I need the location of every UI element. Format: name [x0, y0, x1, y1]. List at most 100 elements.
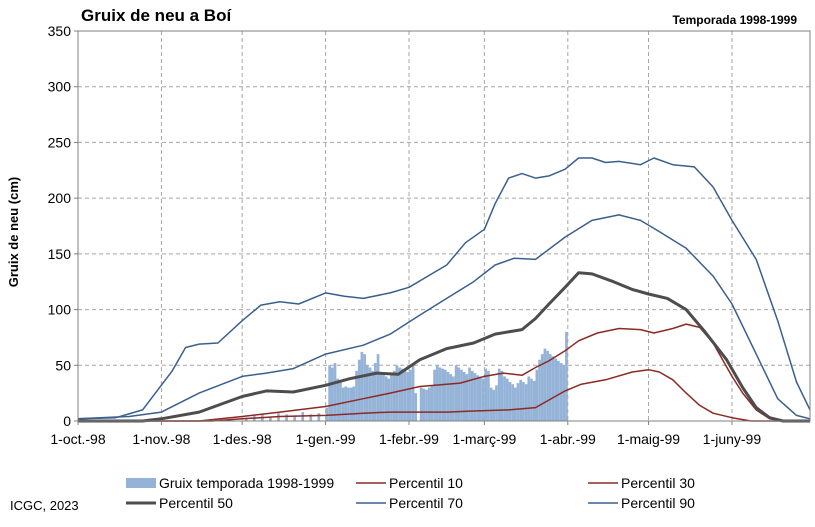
- chart-subtitle: Temporada 1998-1999: [672, 13, 797, 27]
- snow-depth-bar: [341, 387, 345, 421]
- snow-depth-bar: [527, 376, 531, 421]
- x-tick-label: 1-febr.-99: [379, 431, 439, 447]
- snow-depth-bar: [325, 407, 329, 421]
- legend-label: Gruix temporada 1998-1999: [159, 475, 334, 491]
- snow-depth-bar: [505, 378, 509, 421]
- snow-depth-bar: [454, 365, 458, 421]
- snow-depth-bar: [481, 378, 485, 421]
- snow-depth-bar: [460, 369, 463, 421]
- legend-label: Percentil 90: [621, 495, 695, 511]
- snow-depth-bar: [452, 376, 455, 421]
- snow-depth-bar: [465, 374, 469, 421]
- snow-depth-bar: [524, 384, 528, 421]
- x-tick-label: 1-oct.-98: [50, 431, 105, 447]
- y-tick-label: 250: [48, 134, 72, 150]
- snow-depth-bar: [387, 378, 391, 421]
- snow-depth-bars: [244, 331, 568, 421]
- legend-item: Gruix temporada 1998-1999: [126, 475, 334, 491]
- snow-depth-bar: [441, 368, 444, 421]
- legend-item: Percentil 90: [588, 495, 695, 511]
- snow-depth-bar: [513, 387, 517, 421]
- snow-depth-bar: [376, 354, 380, 421]
- snow-depth-bar: [317, 413, 321, 421]
- snow-depth-bar: [374, 363, 377, 421]
- snow-depth-bar: [309, 414, 313, 421]
- y-tick-label: 0: [63, 413, 71, 429]
- legend-label: Percentil 30: [621, 475, 695, 491]
- snow-depth-bar: [435, 365, 439, 421]
- snow-depth-bar: [352, 386, 356, 421]
- snow-depth-bar: [559, 363, 563, 421]
- credit-text: ICGC, 2023: [10, 498, 79, 513]
- snow-depth-bar: [411, 365, 415, 421]
- snow-depth-bar: [538, 359, 541, 421]
- x-tick-label: 1-des.-98: [213, 431, 272, 447]
- snow-depth-bar: [530, 378, 533, 421]
- snow-depth-bar: [414, 393, 418, 421]
- snow-depth-bar: [557, 360, 560, 421]
- snow-depth-bar: [508, 382, 512, 421]
- y-axis-label: Gruix de neu (cm): [6, 177, 21, 288]
- snow-depth-bar: [371, 370, 375, 421]
- snow-depth-bar: [406, 371, 410, 421]
- snow-depth-bar: [430, 385, 434, 421]
- y-tick-label: 150: [48, 246, 72, 262]
- snow-depth-bar: [425, 389, 428, 421]
- snow-depth-bar: [543, 348, 547, 421]
- snow-depth-bar: [365, 365, 369, 421]
- snow-depth-bar: [422, 388, 426, 421]
- percentile-lines: [77, 157, 811, 423]
- snow-depth-bar: [392, 370, 396, 421]
- legend-label: Percentil 50: [159, 495, 233, 511]
- snow-depth-bar: [532, 380, 536, 421]
- snow-depth-bar: [478, 376, 482, 421]
- snow-depth-bar: [489, 387, 493, 421]
- x-tick-label: 1-maig-99: [617, 431, 680, 447]
- y-tick-label: 300: [48, 79, 72, 95]
- snow-depth-bar: [398, 367, 401, 421]
- snow-depth-bar: [433, 369, 436, 421]
- x-tick-label: 1-gen.-99: [296, 431, 356, 447]
- snow-depth-bar: [355, 370, 358, 421]
- snow-depth-bar: [492, 389, 496, 421]
- snow-depth-bar: [344, 386, 348, 421]
- x-axis-ticks: 1-oct.-98 1-nov.-98 1-des.-98 1-gen.-99 1-fe…: [50, 421, 761, 447]
- snow-depth-bar: [330, 367, 334, 421]
- snow-depth-bar: [551, 356, 555, 421]
- snow-depth-bar: [522, 382, 525, 421]
- snow-depth-bar: [328, 365, 331, 421]
- snow-depth-bar: [535, 369, 539, 421]
- snow-depth-bar: [395, 365, 399, 421]
- snow-depth-bar: [473, 373, 477, 421]
- snow-depth-bar: [484, 368, 488, 421]
- snow-depth-bar: [511, 384, 514, 421]
- snow-depth-bar: [562, 365, 566, 421]
- plot-area-border: [77, 30, 811, 422]
- y-tick-label: 350: [48, 23, 72, 39]
- snow-depth-bar: [548, 354, 552, 421]
- snow-depth-bar: [546, 350, 549, 421]
- chart-title: Gruix de neu a Boí: [81, 6, 232, 25]
- series-line-percentil-30: [78, 323, 810, 422]
- series-line-percentil-70: [77, 214, 811, 420]
- snow-depth-bar: [363, 354, 366, 421]
- snow-depth-bar: [357, 359, 361, 421]
- snow-depth-bar: [497, 368, 501, 421]
- snow-depth-bar: [476, 375, 479, 421]
- snow-depth-bar: [390, 374, 393, 421]
- y-tick-label: 50: [55, 357, 71, 373]
- snow-depth-bar: [339, 382, 342, 421]
- legend-item: Percentil 10: [356, 475, 463, 491]
- x-tick-label: 1-nov.-98: [132, 431, 190, 447]
- legend: Gruix temporada 1998-1999 Percentil 10 Per…: [126, 475, 695, 511]
- snow-depth-bar: [438, 367, 442, 421]
- legend-item: Percentil 70: [356, 495, 463, 511]
- snow-depth-bar: [349, 387, 353, 421]
- snow-depth-bar: [470, 370, 474, 421]
- legend-item: Percentil 50: [126, 495, 233, 511]
- legend-item: Percentil 30: [588, 475, 695, 491]
- snow-depth-bar: [427, 387, 431, 421]
- snow-depth-bar: [503, 376, 506, 421]
- legend-label: Percentil 10: [389, 475, 463, 491]
